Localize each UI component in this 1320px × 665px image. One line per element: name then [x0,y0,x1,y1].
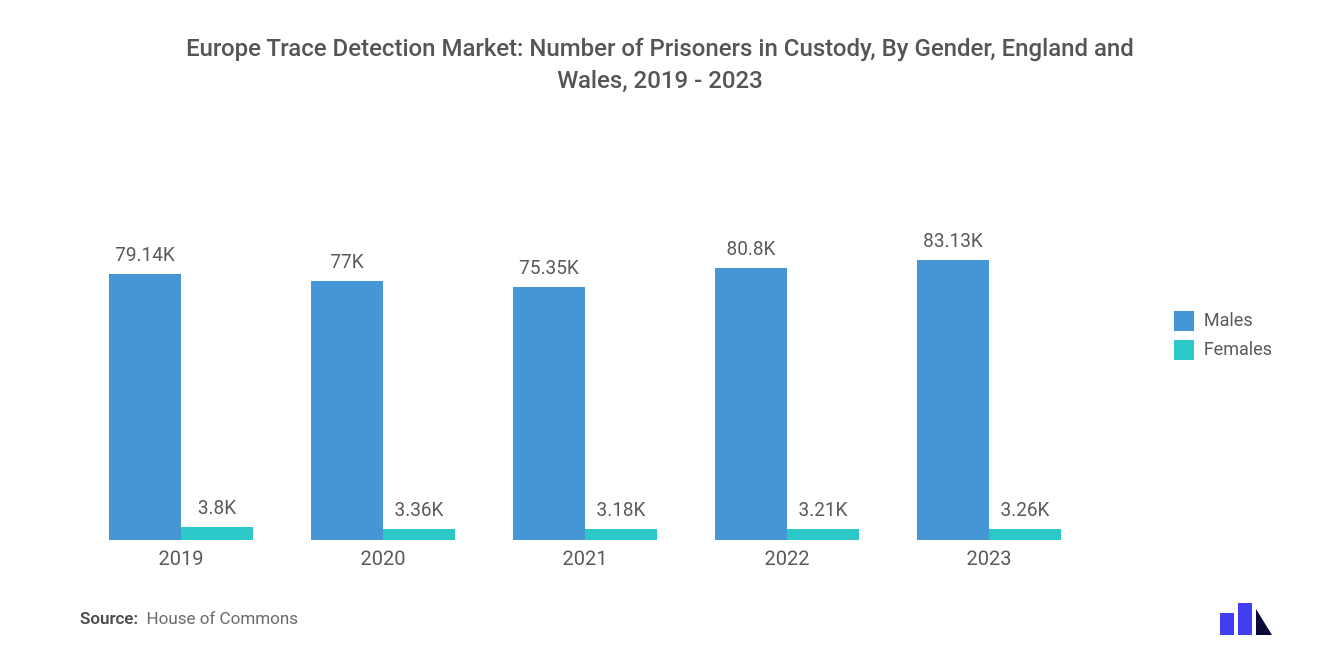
legend-label: Males [1204,310,1253,331]
legend-item[interactable]: Females [1174,339,1272,360]
brand-logo-icon [1220,603,1272,635]
bar-column: 83.13K [917,170,989,540]
bar-value-label: 3.8K [157,496,277,519]
bar-value-label: 3.21K [763,498,883,521]
x-axis-tick-label: 2019 [80,546,282,570]
bar-column: 3.8K [181,170,253,540]
chart-title: Europe Trace Detection Market: Number of… [0,0,1320,97]
bar-column: 3.18K [585,170,657,540]
bar-group: 83.13K3.26K [888,170,1090,540]
bar-column: 80.8K [715,170,787,540]
bar-group: 77K3.36K [282,170,484,540]
bar [989,529,1061,540]
bar-value-label: 3.26K [965,498,1085,521]
bar-column: 3.36K [383,170,455,540]
legend-swatch [1174,311,1194,331]
legend-label: Females [1204,339,1272,360]
bar-value-label: 3.36K [359,498,479,521]
x-axis-tick-label: 2020 [282,546,484,570]
bar [181,527,253,540]
bar-column: 79.14K [109,170,181,540]
source-prefix: Source: [80,609,138,629]
chart-legend: Males Females [1174,310,1272,368]
bar-group: 75.35K3.18K [484,170,686,540]
bar-column: 3.26K [989,170,1061,540]
x-axis-labels: 20192020202120222023 [80,546,1090,570]
bar-column: 3.21K [787,170,859,540]
bar [383,529,455,540]
legend-item[interactable]: Males [1174,310,1272,331]
bar [787,529,859,540]
bar-group: 80.8K3.21K [686,170,888,540]
x-axis-tick-label: 2022 [686,546,888,570]
bar-column: 77K [311,170,383,540]
bar-group: 79.14K3.8K [80,170,282,540]
source-attribution: Source: House of Commons [80,609,298,629]
x-axis-tick-label: 2023 [888,546,1090,570]
x-axis-tick-label: 2021 [484,546,686,570]
source-text: House of Commons [147,609,298,629]
bar-value-label: 3.18K [561,498,681,521]
bar-column: 75.35K [513,170,585,540]
chart-plot-area: 79.14K3.8K77K3.36K75.35K3.18K80.8K3.21K8… [80,170,1090,540]
legend-swatch [1174,340,1194,360]
bar [585,529,657,540]
